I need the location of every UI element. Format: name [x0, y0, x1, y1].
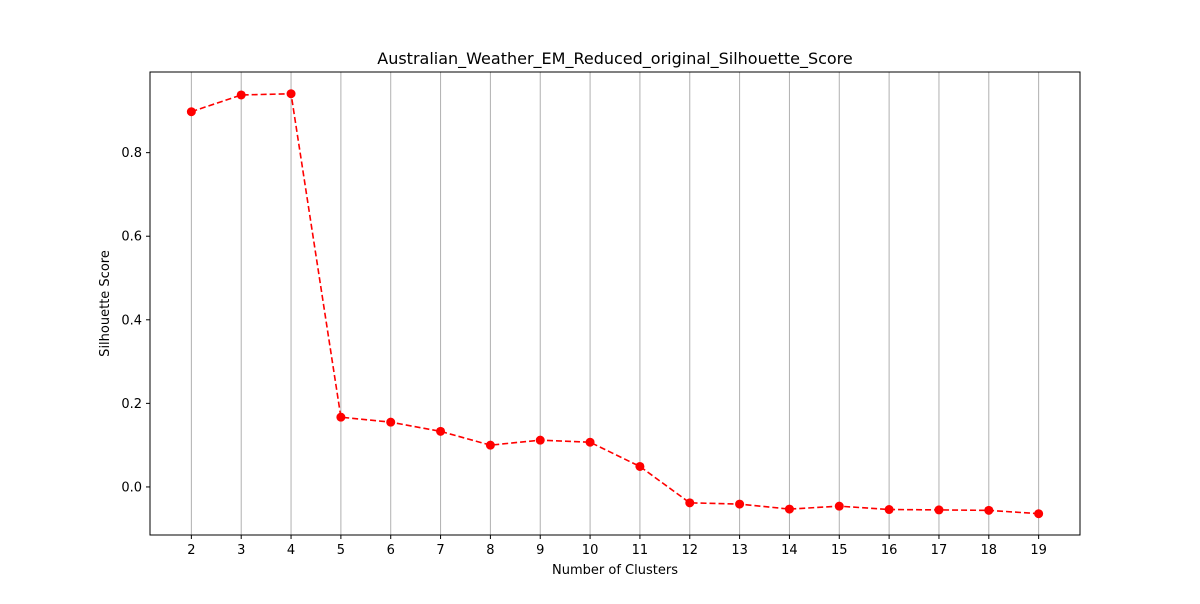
- data-point: [984, 505, 994, 515]
- data-point: [236, 90, 246, 100]
- x-tick-label: 9: [536, 543, 544, 558]
- data-point: [436, 426, 446, 436]
- y-axis-label: Silhouette Score: [98, 250, 113, 357]
- data-point: [186, 107, 196, 117]
- x-tick-label: 14: [781, 543, 798, 558]
- data-point: [485, 440, 495, 450]
- x-tick-label: 8: [486, 543, 494, 558]
- x-tick-label: 5: [337, 543, 345, 558]
- x-tick-label: 16: [881, 543, 898, 558]
- data-point: [934, 505, 944, 515]
- y-tick-label: 0.6: [121, 230, 142, 245]
- x-tick-label: 6: [387, 543, 395, 558]
- x-tick-label: 18: [981, 543, 998, 558]
- y-axis-ticks: 0.0 0.2 0.4 0.6 0.8: [121, 146, 150, 495]
- data-point: [635, 461, 645, 471]
- x-tick-label: 12: [681, 543, 698, 558]
- data-point: [834, 501, 844, 511]
- data-point: [386, 417, 396, 427]
- data-point: [685, 498, 695, 508]
- data-point: [336, 412, 346, 422]
- y-tick-label: 0.0: [121, 480, 142, 495]
- y-tick-label: 0.8: [121, 146, 142, 161]
- data-series: [186, 89, 1044, 519]
- data-point: [735, 499, 745, 509]
- data-point: [535, 435, 545, 445]
- x-tick-label: 19: [1030, 543, 1047, 558]
- x-tick-label: 13: [731, 543, 748, 558]
- data-point: [784, 504, 794, 514]
- x-axis-ticks: 2 3 4 5 6 7 8 9 10 11 12 13 14 15 16 17 18 19: [187, 535, 1047, 558]
- x-tick-label: 4: [287, 543, 295, 558]
- grid-lines: [190, 72, 1040, 535]
- y-tick-label: 0.2: [121, 397, 142, 412]
- chart-title: Australian_Weather_EM_Reduced_original_S…: [377, 49, 853, 69]
- x-tick-label: 10: [582, 543, 599, 558]
- data-point: [884, 505, 894, 515]
- x-tick-label: 15: [831, 543, 848, 558]
- x-tick-label: 11: [632, 543, 649, 558]
- data-point: [1034, 509, 1044, 519]
- x-tick-label: 3: [237, 543, 245, 558]
- plot-frame: [149, 71, 1081, 536]
- x-axis-label: Number of Clusters: [552, 563, 678, 578]
- x-tick-label: 7: [436, 543, 444, 558]
- y-tick-label: 0.4: [121, 313, 142, 328]
- x-tick-label: 17: [931, 543, 948, 558]
- data-point: [585, 437, 595, 447]
- data-point: [286, 89, 296, 99]
- x-tick-label: 2: [187, 543, 195, 558]
